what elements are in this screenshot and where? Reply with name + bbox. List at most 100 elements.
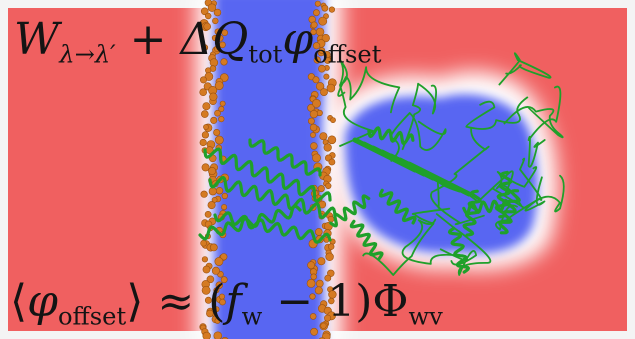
lipid-bead (201, 44, 209, 51)
eq-subscript-lambda: λ→λ′ (59, 40, 116, 69)
protein-helix (213, 211, 332, 244)
protein-loop (362, 207, 451, 276)
eq-angle-close: ⟩ (126, 276, 144, 327)
lipid-bead (321, 4, 329, 12)
lipid-bead (201, 110, 209, 118)
lipid-bead (209, 243, 218, 252)
lipid-bead (309, 109, 319, 119)
lipid-bead (200, 239, 207, 247)
lipid-bead (323, 73, 330, 80)
lipid-bead (328, 6, 336, 13)
lipid-bead (312, 153, 321, 163)
protein-helix (447, 226, 470, 274)
eq-approx: ≈ (143, 276, 209, 327)
lipid-bead (212, 17, 219, 25)
lipid-bead (214, 28, 222, 35)
lipid-bead (307, 261, 315, 270)
lipid-bead (326, 83, 336, 93)
protein-strand (406, 161, 472, 197)
lipid-bead (220, 58, 228, 66)
lipid-bead (324, 314, 332, 322)
lipid-bead (201, 285, 211, 295)
lipid-bead (328, 297, 335, 305)
lipid-bead (201, 131, 209, 139)
protein-potential-region (345, 94, 538, 254)
lipid-bead (206, 275, 215, 284)
lipid-bead (213, 331, 223, 339)
lipid-bead (310, 132, 316, 138)
eq-plus: + (129, 14, 167, 65)
lipid-bead (206, 309, 214, 318)
protein-helix (349, 219, 384, 260)
eq-minus-one: − 1) (262, 276, 373, 327)
equation-mean-offset: ⟨φoffset⟩ ≈ (fw − 1)Φwv (10, 280, 443, 329)
lipid-headgroups-right (306, 0, 337, 339)
lipid-bead (207, 201, 216, 210)
protein-helix (462, 198, 511, 215)
lipid-bead (214, 257, 224, 266)
lipid-bead (317, 185, 325, 193)
eq-symbol-capital-phi: Φ (372, 276, 409, 327)
lipid-bead (309, 123, 318, 132)
eq-angle-open: ⟨ (10, 276, 28, 327)
lipid-bead (200, 190, 208, 198)
eq-symbol-phi: φ (282, 14, 314, 65)
lipid-bead (313, 56, 321, 64)
protein-helix (203, 147, 332, 203)
lipid-bead (325, 252, 334, 261)
lipid-bead (314, 0, 321, 7)
lipid-bead (219, 298, 226, 306)
lipid-bead (310, 142, 318, 150)
lipid-bead (200, 7, 209, 16)
eq-subscript-offset: offset (313, 40, 382, 69)
protein-loop (524, 174, 565, 213)
lipid-bead (211, 266, 220, 275)
lipid-bead (325, 182, 332, 189)
protein-helix (208, 175, 337, 220)
lipid-bead (214, 45, 221, 53)
protein-helix (198, 204, 302, 241)
lipid-bead (204, 296, 212, 304)
lipid-bead (314, 228, 323, 236)
lipid-bead (321, 33, 330, 43)
lipid-bead (204, 72, 214, 81)
protein-loop (503, 106, 564, 139)
eq-paren-open: ( (208, 276, 226, 327)
lipid-bead (313, 42, 321, 50)
lipid-bead (317, 257, 326, 266)
lipid-bead (328, 158, 336, 166)
lipid-bead (210, 116, 218, 124)
lipid-bead (199, 88, 207, 96)
lipid-bead (220, 253, 228, 261)
protein-ribbon (198, 52, 565, 276)
protein-loop (430, 128, 490, 226)
lipid-bead (218, 115, 225, 123)
eq-symbol-phi: φ (27, 276, 58, 327)
lipid-bead (314, 286, 323, 295)
protein-loop (465, 96, 529, 130)
protein-helix (498, 189, 521, 235)
lipid-bead (309, 313, 317, 320)
eq-symbol-w: W (14, 14, 60, 65)
lipid-bead (310, 21, 318, 29)
lipid-bead (320, 88, 328, 96)
eq-subscript-offset: offset (57, 302, 127, 331)
lipid-bead (330, 117, 336, 123)
lipid-bead (204, 210, 212, 218)
protein-loop (527, 85, 562, 168)
lipid-bead (324, 56, 332, 64)
protein-helix (378, 188, 417, 225)
equation-work-offset: Wλ→λ′ + ΔQtotφoffset (14, 18, 381, 67)
lipid-bead (200, 76, 208, 84)
eq-subscript-tot: tot (248, 40, 283, 69)
lipid-bead (202, 102, 211, 111)
lipid-bead (312, 99, 321, 108)
lipid-bead (327, 135, 337, 145)
lipid-bead (215, 281, 224, 289)
lipid-headgroups-left (199, 0, 230, 339)
lipid-bead (315, 82, 325, 91)
protein-helix (367, 126, 415, 146)
lipid-bead (202, 331, 211, 339)
protein-loop (401, 82, 437, 151)
